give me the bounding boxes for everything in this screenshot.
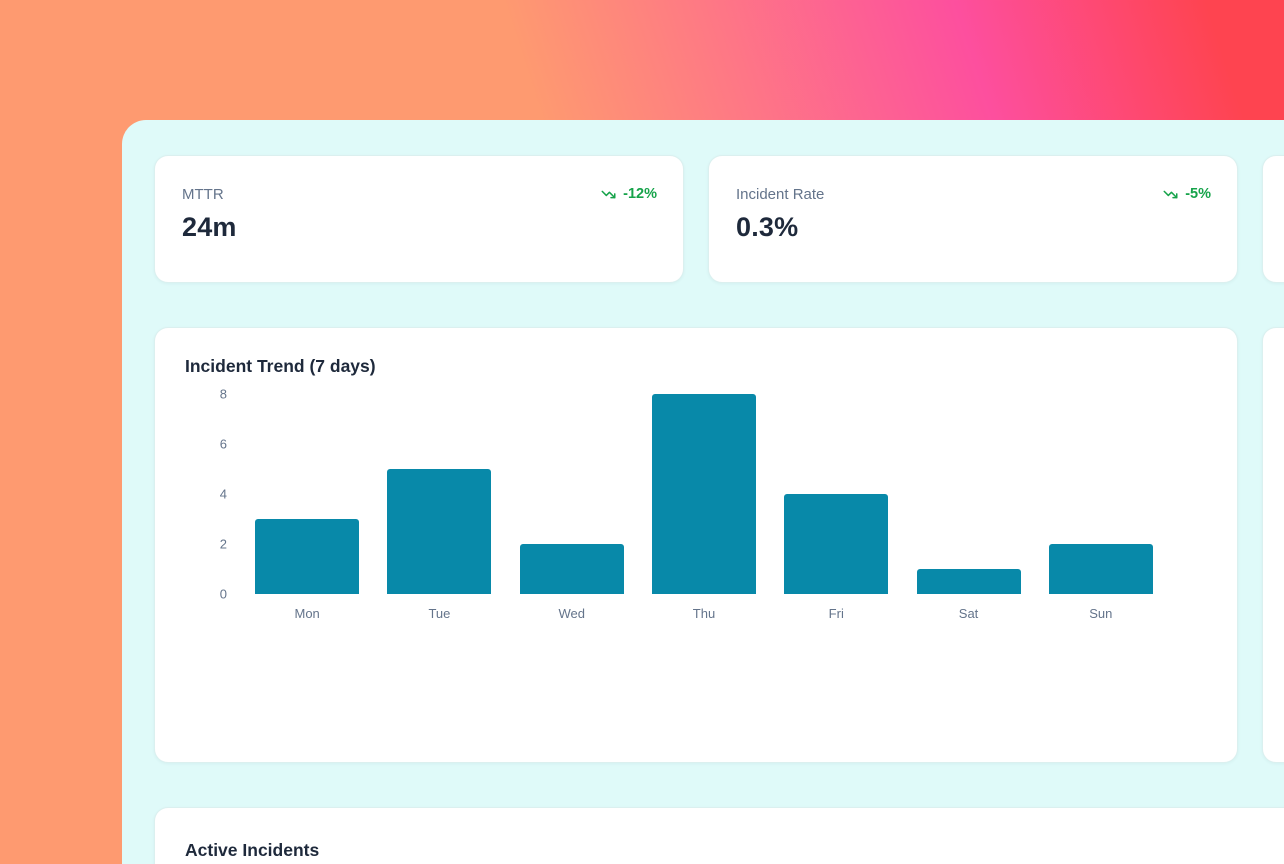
y-tick-label: 6 <box>219 436 227 452</box>
x-tick-label: Mon <box>294 606 320 621</box>
x-tick-label: Tue <box>428 606 451 621</box>
side-card-partial <box>1262 327 1284 763</box>
trend-badge: -5% <box>1161 186 1211 202</box>
y-tick-label: 4 <box>219 486 227 502</box>
stat-card-mttr: MTTR 24m -12% <box>154 155 684 283</box>
bar-slot: Thu <box>638 394 770 630</box>
stat-label: MTTR <box>182 186 224 203</box>
y-tick-label: 8 <box>219 386 227 402</box>
bar-fri <box>784 494 889 594</box>
trending-down-icon <box>599 187 618 202</box>
trend-value: -5% <box>1185 186 1211 202</box>
bar-mon <box>255 519 360 594</box>
y-tick-label: 2 <box>219 536 227 552</box>
stat-value: 0.3% <box>736 212 799 242</box>
trend-badge: -12% <box>599 186 657 202</box>
stat-label: Incident Rate <box>736 186 825 203</box>
x-tick-label: Thu <box>692 606 716 621</box>
dashboard-grid: MTTR 24m -12% Incident Rate 0.3% <box>154 155 1284 864</box>
bar-sun <box>1048 544 1153 594</box>
bar-slot: Sun <box>1035 394 1167 630</box>
stat-card-incident-rate: Incident Rate 0.3% -5% <box>708 155 1238 283</box>
stat-card-partial <box>1262 155 1284 283</box>
bar-slot: Wed <box>506 394 638 630</box>
bar-slot: Fri <box>770 394 902 630</box>
trending-down-icon <box>1161 187 1180 202</box>
chart-y-axis: 0 2 4 6 8 <box>185 387 241 602</box>
trend-value: -12% <box>623 186 657 202</box>
bar-slot: Sat <box>902 394 1034 630</box>
active-incidents-card: Active Incidents <box>154 807 1284 864</box>
bar-tue <box>387 469 492 594</box>
bar-slot: Tue <box>373 394 505 630</box>
x-tick-label: Fri <box>828 606 844 621</box>
y-tick-label: 0 <box>219 586 227 602</box>
incidents-title: Active Incidents <box>185 840 320 860</box>
bar-slot: Mon <box>241 394 373 630</box>
chart-title: Incident Trend (7 days) <box>185 356 376 376</box>
incident-trend-card: Incident Trend (7 days) 0 2 4 6 8 Mon Tue Wed T… <box>154 327 1238 763</box>
bar-chart: 0 2 4 6 8 Mon Tue Wed Thu Fri Sat Sun <box>185 387 1207 630</box>
chart-plot-area: Mon Tue Wed Thu Fri Sat Sun <box>241 394 1207 630</box>
stat-value: 24m <box>182 212 237 242</box>
bar-sat <box>916 569 1021 594</box>
x-tick-label: Wed <box>558 606 585 621</box>
dashboard-panel: MTTR 24m -12% Incident Rate 0.3% <box>122 120 1284 864</box>
x-tick-label: Sat <box>958 606 979 621</box>
bar-thu <box>651 394 756 594</box>
bar-wed <box>519 544 624 594</box>
x-tick-label: Sun <box>1089 606 1113 621</box>
